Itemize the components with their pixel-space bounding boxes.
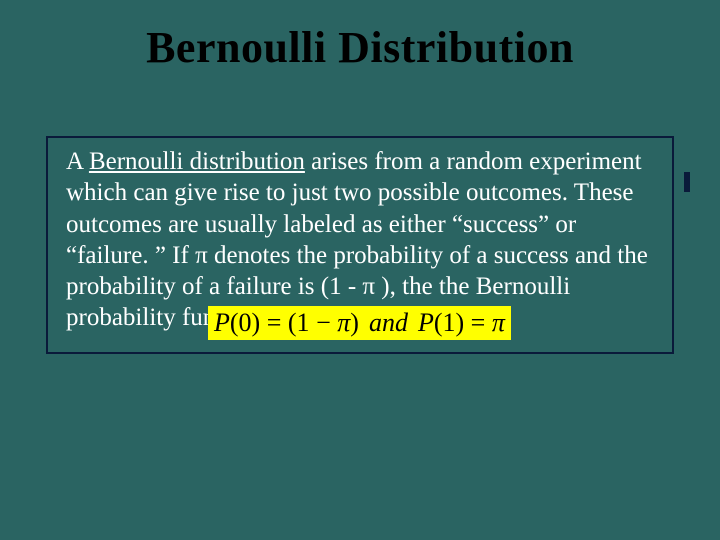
definition-box: A Bernoulli distribution arises from a r… — [46, 136, 674, 354]
f-P2: P — [418, 308, 434, 337]
f-eq1: = — [260, 308, 288, 337]
f-pi1: π — [337, 308, 350, 337]
f-P1: P — [214, 308, 230, 337]
f-eq2: = — [464, 308, 492, 337]
slide-title: Bernoulli Distribution — [0, 0, 720, 73]
f-minus: − — [310, 308, 338, 337]
text-term: Bernoulli distribution — [89, 148, 305, 175]
f-arg0: (0) — [230, 308, 260, 337]
f-close: ) — [350, 308, 359, 337]
box-shadow-fragment — [684, 172, 690, 192]
text-post: arises from a random experiment which ca… — [66, 148, 648, 331]
f-and: and — [369, 308, 408, 337]
f-arg1: (1) — [434, 308, 464, 337]
text-pre: A — [66, 148, 89, 175]
bernoulli-formula: P(0) = (1 − π)andP(1) = π — [208, 306, 511, 340]
f-pi2: π — [492, 308, 505, 337]
formula-container: P(0) = (1 − π)andP(1) = π — [208, 306, 511, 340]
f-open: (1 — [288, 308, 310, 337]
